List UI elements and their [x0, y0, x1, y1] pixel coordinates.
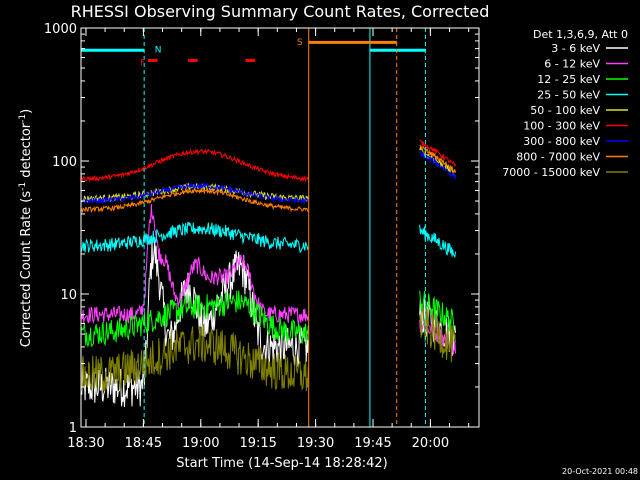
x-tick-label: 18:45 [125, 436, 162, 451]
x-axis-label: Start Time (14-Sep-14 18:28:42) [176, 456, 387, 471]
y-tick-label: 1 [69, 421, 77, 436]
series-9-line [80, 324, 309, 393]
data-layer: NF S [80, 28, 456, 427]
flag-label-f: F [140, 58, 145, 68]
legend-label: 50 - 100 keV [530, 104, 600, 117]
y-tick-label: 10 [60, 288, 77, 303]
axes-layer: 18:30 18:45 19:00 19:15 19:30 19:45 20:00 1 10 10… [44, 22, 479, 451]
legend-label: 800 - 7000 keV [516, 151, 600, 164]
legend-title: Det 1,3,6,9, Att 0 [533, 28, 628, 41]
series-3-line [419, 290, 456, 336]
series-9-line [419, 305, 456, 363]
legend-label: 3 - 6 keV [551, 42, 600, 55]
x-tick-label: 20:00 [412, 436, 449, 451]
flag-label-n: N [155, 46, 162, 56]
y-axis-label: Corrected Count Rate (s-1 detector-1) [18, 109, 34, 347]
plot-frame [80, 27, 480, 428]
legend-label: 6 - 12 keV [544, 58, 600, 71]
legend-label: 100 - 300 keV [523, 120, 600, 133]
series-8-line [80, 187, 309, 214]
y-tick-label: 1000 [44, 22, 77, 37]
chart-title: RHESSI Observing Summary Count Rates, Co… [71, 2, 490, 21]
legend-label: 300 - 800 keV [523, 135, 600, 148]
series-6-line [419, 139, 456, 168]
x-tick-label: 19:30 [297, 436, 334, 451]
series-4-line [80, 221, 309, 253]
series-6-line [80, 148, 309, 183]
x-tick-label: 19:45 [354, 436, 391, 451]
y-tick-label: 100 [52, 155, 77, 170]
legend-label: 25 - 50 keV [537, 89, 600, 102]
x-tick-label: 19:00 [182, 436, 219, 451]
series-3-line [80, 290, 309, 348]
x-tick-label: 19:15 [239, 436, 276, 451]
legend-label: 12 - 25 keV [537, 73, 600, 86]
legend-label: 7000 - 15000 keV [502, 166, 600, 179]
flag-label-s: S [297, 38, 303, 48]
legend: Det 1,3,6,9, Att 03 - 6 keV 6 - 12 keV 12 … [502, 28, 628, 179]
timestamp: 20-Oct-2021 00:48 [562, 467, 638, 476]
x-tick-label: 18:30 [67, 436, 104, 451]
series-7-line [80, 182, 309, 205]
series-1-line [80, 239, 309, 408]
